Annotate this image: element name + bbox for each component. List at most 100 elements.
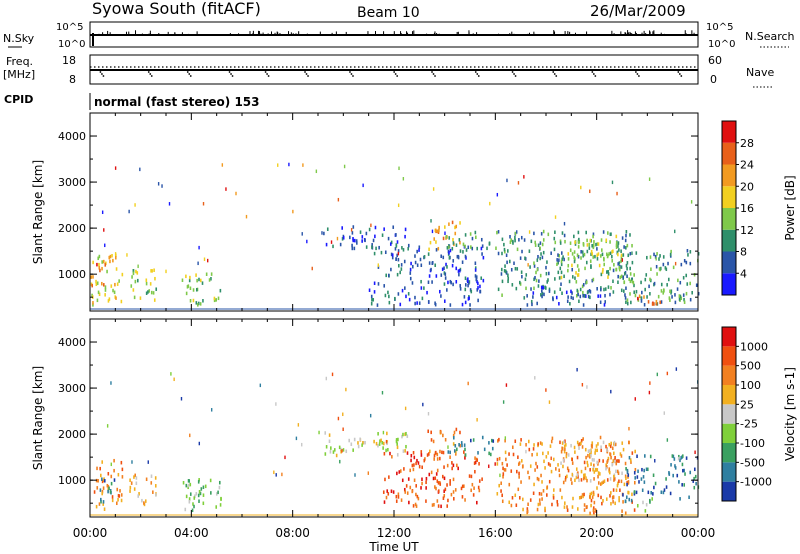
power-cell: [195, 273, 197, 277]
velocity-cell: [101, 477, 103, 481]
power-cell: [540, 293, 542, 297]
power-cell: [603, 256, 605, 261]
power-cell: [554, 230, 556, 234]
velocity-cell: [121, 475, 124, 479]
power-cell: [626, 243, 629, 248]
power-cell: [514, 231, 517, 236]
power-cell: [514, 238, 516, 243]
power-cell: [351, 243, 353, 248]
power-cell: [202, 299, 204, 303]
velocity-cell: [407, 477, 410, 481]
velocity-cell: [435, 472, 438, 476]
velocity-cell: [682, 468, 684, 473]
power-cell: [562, 255, 564, 259]
velocity-cell: [665, 485, 668, 489]
power-cell: [588, 246, 591, 250]
power-cell: [572, 296, 574, 301]
velocity-cell: [195, 491, 198, 496]
power-cell: [568, 279, 571, 284]
power-cell: [189, 286, 192, 291]
velocity-cell: [636, 454, 638, 459]
velocity-cell: [526, 507, 529, 511]
power-cell: [584, 294, 587, 298]
velocity-cell: [614, 501, 616, 506]
velocity-cell: [489, 452, 492, 457]
power-cell: [115, 267, 118, 271]
velocity-cell: [630, 460, 632, 464]
velocity-cell: [341, 449, 343, 453]
velocity-cell: [514, 493, 517, 498]
power-cell: [477, 286, 479, 290]
velocity-cell: [410, 458, 412, 463]
power-cell: [195, 301, 198, 305]
power-cell: [471, 236, 474, 241]
power-cell: [326, 227, 329, 231]
velocity-cell: [545, 388, 547, 392]
power-cell: [196, 303, 199, 307]
power-cell: [91, 283, 94, 288]
velocity-cell: [605, 466, 607, 471]
power-cell: [438, 225, 440, 230]
velocity-cell: [330, 446, 332, 450]
power-cell: [606, 252, 608, 256]
velocity-cell: [220, 496, 222, 501]
velocity-cell: [107, 471, 110, 476]
velocity-cell: [342, 412, 344, 417]
power-cell: [197, 261, 199, 266]
power-cell: [585, 280, 588, 285]
power-cell: [525, 286, 527, 291]
power-cell: [618, 248, 620, 252]
power-cell: [416, 263, 419, 267]
power-cell: [588, 242, 591, 247]
power-cell: [381, 233, 384, 237]
velocity-cell: [129, 485, 132, 490]
velocity-cell: [400, 498, 403, 502]
velocity-cell: [455, 427, 458, 432]
power-cell: [418, 248, 420, 252]
power-cell: [630, 277, 633, 282]
velocity-cell: [526, 509, 529, 514]
velocity-cell: [616, 469, 619, 474]
power-cell: [560, 259, 563, 264]
power-cell: [108, 255, 111, 260]
velocity-colorbar-tick-label: 1000: [740, 340, 768, 353]
power-cell: [669, 252, 672, 257]
power-cell: [98, 266, 101, 270]
velocity-cell: [354, 473, 356, 477]
velocity-cell: [395, 499, 398, 503]
power-cell: [197, 301, 200, 306]
velocity-cell: [457, 466, 459, 471]
power-cell: [617, 262, 620, 266]
velocity-cell: [535, 461, 537, 466]
velocity-cell: [649, 454, 652, 459]
velocity-cell: [110, 381, 112, 385]
velocity-cell: [582, 494, 584, 499]
velocity-cell: [185, 494, 188, 499]
velocity-cell: [425, 476, 428, 481]
power-cell: [408, 297, 411, 302]
velocity-cell: [613, 478, 615, 482]
power-cell: [497, 230, 500, 234]
velocity-cell: [200, 487, 203, 491]
power-cell: [210, 272, 213, 276]
power-cell: [481, 244, 484, 248]
power-cell: [458, 268, 461, 273]
velocity-cell: [551, 502, 553, 507]
power-cell: [663, 289, 665, 293]
velocity-cell: [436, 452, 439, 457]
power-cell: [217, 296, 220, 301]
power-cell: [626, 266, 628, 271]
power-cell: [557, 253, 559, 257]
velocity-cell: [663, 411, 665, 415]
power-cell: [481, 252, 483, 256]
velocity-cell: [481, 477, 483, 481]
power-cell: [397, 257, 400, 262]
velocity-cell: [626, 482, 628, 487]
power-cell: [98, 254, 101, 259]
velocity-cell: [625, 476, 627, 480]
power-cell: [540, 285, 543, 290]
power-cell: [527, 263, 529, 267]
power-cell: [434, 302, 437, 307]
velocity-cell: [451, 461, 453, 465]
velocity-cell: [613, 474, 615, 479]
